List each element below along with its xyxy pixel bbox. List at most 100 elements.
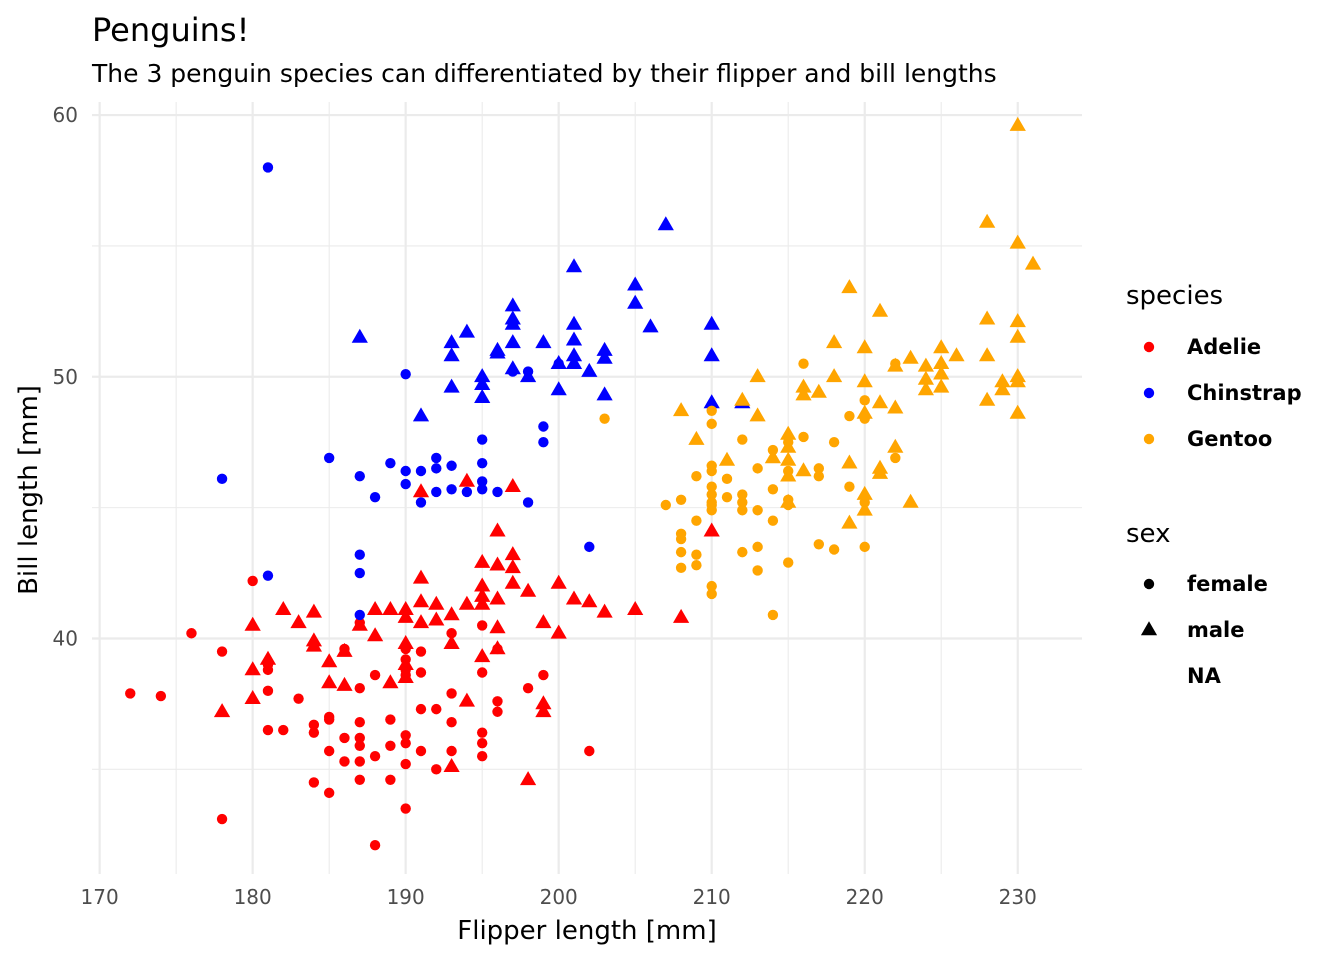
data-point-female [400, 803, 411, 814]
data-point-male [856, 404, 873, 419]
data-point-male [581, 362, 598, 377]
data-point-female [262, 570, 274, 581]
data-point-male [1009, 328, 1026, 343]
data-point-male [994, 373, 1011, 388]
x-tick-label: 180 [234, 885, 272, 909]
data-point-female [339, 732, 350, 744]
data-point-female [691, 560, 702, 571]
data-point-female [737, 489, 748, 500]
data-point-female [323, 745, 335, 757]
data-point-male [994, 381, 1011, 396]
data-point-female [400, 758, 411, 770]
data-point-male [351, 328, 368, 343]
data-point-female [767, 484, 779, 495]
data-point-female [691, 549, 702, 560]
data-point-female [492, 706, 503, 717]
data-point-female [354, 740, 365, 751]
data-point-female [415, 745, 427, 757]
data-point-female [339, 756, 350, 767]
data-point-male [1009, 234, 1026, 249]
data-point-male [627, 601, 644, 615]
data-point-female [262, 664, 274, 676]
data-point-male [550, 381, 567, 396]
data-point-male [933, 378, 950, 393]
data-point-female [431, 764, 442, 775]
data-point-female [369, 751, 381, 762]
data-point-male [535, 695, 552, 710]
data-point-female [675, 546, 687, 558]
data-point-male [703, 315, 720, 330]
data-point-male [504, 574, 521, 589]
data-point-male [336, 676, 353, 691]
data-point-female [538, 437, 549, 448]
data-point-male [412, 593, 430, 608]
data-point-male [397, 601, 414, 615]
data-point-female [813, 471, 825, 482]
data-point-male [458, 472, 475, 487]
data-point-male [596, 341, 613, 356]
data-point-male [489, 522, 506, 537]
data-point-male [443, 606, 460, 621]
data-point-female [599, 413, 610, 424]
data-point-female [721, 473, 733, 485]
data-point-female [415, 465, 427, 477]
data-point-female [247, 575, 258, 587]
data-point-male [443, 635, 460, 649]
data-point-male [520, 368, 537, 383]
data-point-male [979, 310, 996, 325]
data-point-female [308, 777, 320, 788]
data-point-female [737, 497, 748, 508]
data-point-female [584, 745, 595, 757]
data-point-male [550, 624, 567, 639]
x-tick-label: 230 [999, 885, 1037, 909]
data-point-female [354, 609, 365, 621]
data-point-male [504, 546, 521, 561]
data-point-female [538, 669, 549, 681]
data-point-male [474, 577, 491, 592]
data-point-male [412, 614, 430, 629]
data-point-male [902, 493, 919, 508]
data-point-male [1009, 313, 1026, 328]
data-point-male [458, 692, 475, 707]
data-point-female [262, 162, 274, 173]
data-point-male [504, 559, 521, 574]
data-point-male [780, 425, 797, 440]
data-point-female [278, 724, 289, 736]
data-point-male [718, 451, 736, 466]
data-point-female [675, 533, 687, 545]
data-point-female [385, 457, 396, 469]
data-point-male [474, 368, 491, 383]
data-point-male [673, 608, 690, 623]
data-point-male [550, 355, 567, 369]
data-point-male [703, 522, 720, 537]
data-point-male [841, 454, 858, 469]
chart-title: Penguins! [92, 11, 249, 49]
data-point-female [476, 727, 488, 738]
data-point-male [489, 640, 506, 655]
data-point-male [780, 467, 797, 482]
data-point-male [673, 402, 690, 417]
data-point-female [691, 515, 702, 526]
data-point-male [933, 339, 950, 354]
data-point-male [474, 648, 491, 663]
data-point-male [1024, 255, 1042, 270]
data-point-male [917, 381, 934, 396]
data-point-male [412, 569, 430, 584]
data-point-female [354, 549, 365, 560]
data-point-male [826, 334, 843, 349]
data-point-female [216, 813, 228, 825]
data-point-male [810, 383, 827, 398]
data-point-male [397, 669, 414, 683]
data-point-female [385, 714, 396, 725]
data-point-male [780, 493, 797, 508]
data-point-female [813, 539, 825, 550]
data-point-male [856, 339, 873, 354]
data-point-male [902, 349, 919, 364]
legend-key-gentoo [1143, 433, 1155, 445]
data-point-female [446, 628, 457, 639]
data-point-male [535, 614, 552, 629]
data-point-male [749, 407, 766, 422]
data-point-female [400, 368, 411, 380]
data-point-female [844, 410, 855, 422]
legend: species sex Adelie Chinstrap Gentoo female m… [1126, 281, 1302, 688]
